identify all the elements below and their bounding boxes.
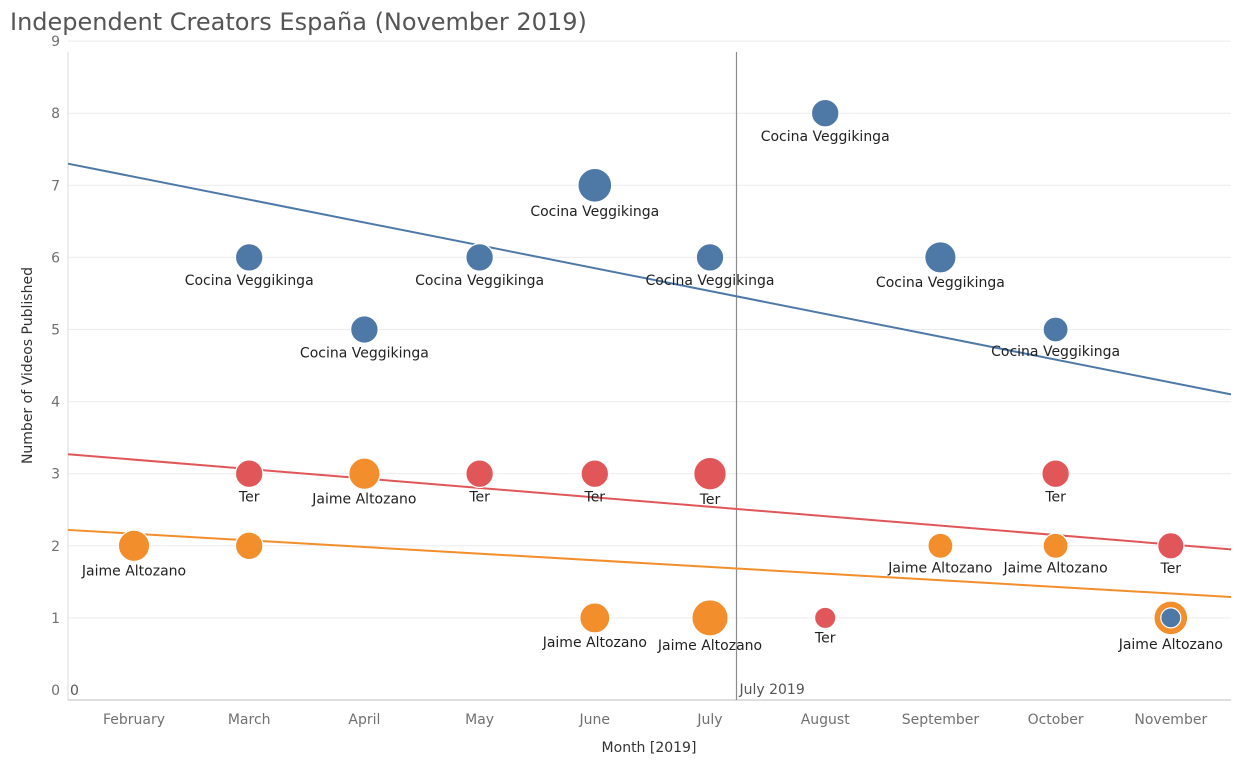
data-label: Cocina Veggikinga (761, 129, 890, 145)
data-point (695, 243, 725, 272)
chart-title: Independent Creators España (November 20… (10, 8, 587, 36)
data-label: Ter (814, 631, 836, 647)
data-point (350, 315, 379, 344)
x-tick-label: May (465, 712, 494, 728)
data-label: Ter (699, 492, 721, 508)
data-point (465, 243, 494, 272)
data-point (1041, 459, 1070, 489)
x-tick-label: November (1134, 712, 1207, 728)
data-label: Ter (584, 489, 606, 505)
data-label: Jaime Altozano (311, 491, 416, 507)
data-point (813, 606, 837, 630)
y-tick-label: 5 (51, 323, 60, 339)
data-point (348, 457, 381, 490)
data-label: Jaime Altozano (1118, 637, 1223, 653)
data-label: Cocina Veggikinga (530, 204, 659, 220)
y-tick-label: 4 (51, 395, 60, 411)
y-tick-label: 3 (51, 467, 60, 483)
data-label: Ter (1160, 561, 1182, 577)
zero-label: 0 (70, 683, 79, 699)
data-point (580, 459, 610, 489)
x-tick-label: June (579, 712, 611, 728)
y-tick-label: 2 (51, 539, 60, 555)
data-label: Cocina Veggikinga (300, 345, 429, 361)
reference-line-label: July 2019 (738, 682, 804, 698)
x-tick-label: July (696, 712, 722, 728)
data-point (234, 459, 264, 489)
data-point (1157, 532, 1185, 560)
y-tick-label: 0 (51, 683, 60, 699)
data-label: Ter (238, 489, 260, 505)
data-label: Jaime Altozano (542, 635, 647, 651)
data-point (693, 456, 727, 491)
data-point (465, 459, 494, 489)
data-point (577, 167, 613, 203)
x-tick-label: August (801, 712, 851, 728)
data-label: Cocina Veggikinga (876, 275, 1005, 291)
y-tick-label: 8 (51, 106, 60, 122)
y-tick-label: 9 (51, 34, 60, 50)
data-point (1042, 316, 1069, 343)
data-point (927, 532, 954, 559)
trend-line (67, 162, 1232, 396)
y-axis-title: Number of Videos Published (20, 267, 36, 464)
data-point (117, 529, 151, 563)
data-point (1042, 532, 1069, 559)
data-label: Ter (468, 489, 490, 505)
x-axis-title: Month [2019] (602, 740, 697, 756)
data-label: Cocina Veggikinga (415, 273, 544, 289)
data-point (924, 241, 957, 274)
data-point (1160, 607, 1182, 629)
x-tick-label: September (902, 712, 980, 728)
data-point (234, 531, 264, 561)
y-tick-label: 1 (51, 611, 60, 627)
data-point (579, 602, 611, 634)
data-label: Cocina Veggikinga (646, 273, 775, 289)
x-tick-label: October (1028, 712, 1084, 728)
y-tick-label: 7 (51, 178, 60, 194)
data-label: Jaime Altozano (81, 563, 186, 579)
data-point (234, 243, 264, 272)
y-tick-label: 6 (51, 250, 60, 266)
data-point (691, 599, 729, 637)
x-tick-label: April (348, 712, 380, 728)
data-label: Jaime Altozano (887, 560, 992, 576)
x-tick-label: March (228, 712, 271, 728)
data-label: Jaime Altozano (657, 638, 762, 654)
data-label: Jaime Altozano (1003, 560, 1108, 576)
data-label: Cocina Veggikinga (185, 273, 314, 289)
data-label: Ter (1044, 489, 1066, 505)
data-label: Cocina Veggikinga (991, 344, 1120, 360)
x-tick-label: February (103, 712, 165, 728)
data-point (810, 98, 840, 128)
